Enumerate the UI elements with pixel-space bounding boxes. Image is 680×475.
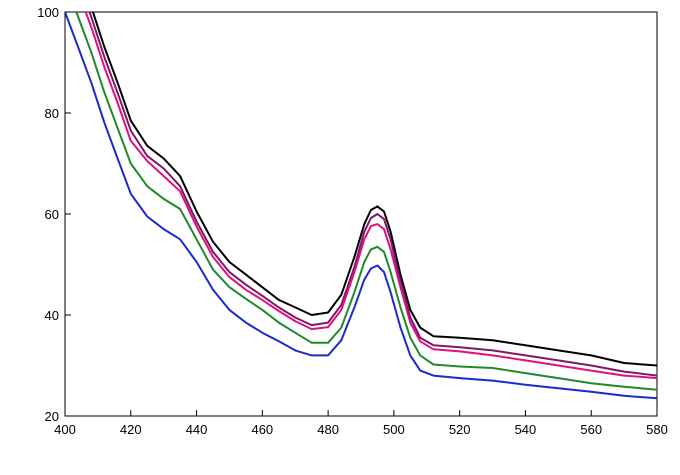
y-axis: 20 40 60 80 100	[37, 5, 71, 424]
x-tick-label: 580	[646, 422, 668, 437]
x-tick-label: 420	[120, 422, 142, 437]
series-line-5	[65, 12, 657, 400]
series-line-3	[84, 12, 657, 380]
x-tick-label: 440	[186, 422, 208, 437]
x-tick-label: 560	[580, 422, 602, 437]
series-line-1	[91, 12, 657, 367]
series-line-2	[88, 12, 657, 377]
x-tick-label: 540	[515, 422, 537, 437]
y-tick-label: 100	[37, 5, 59, 20]
x-tick-label: 460	[251, 422, 273, 437]
x-tick-label: 500	[383, 422, 405, 437]
y-tick-label: 80	[45, 106, 59, 121]
x-tick-label: 400	[54, 422, 76, 437]
y-tick-label: 60	[45, 207, 59, 222]
x-axis: 400 420 440 460 480 500 520 540 560 580	[54, 410, 668, 437]
series-line-4	[75, 12, 657, 391]
plot-frame	[64, 11, 658, 417]
x-tick-label: 480	[317, 422, 339, 437]
y-tick-label: 40	[45, 308, 59, 323]
series-layer	[65, 12, 657, 400]
y-tick-label: 20	[45, 409, 59, 424]
x-tick-label: 520	[449, 422, 471, 437]
